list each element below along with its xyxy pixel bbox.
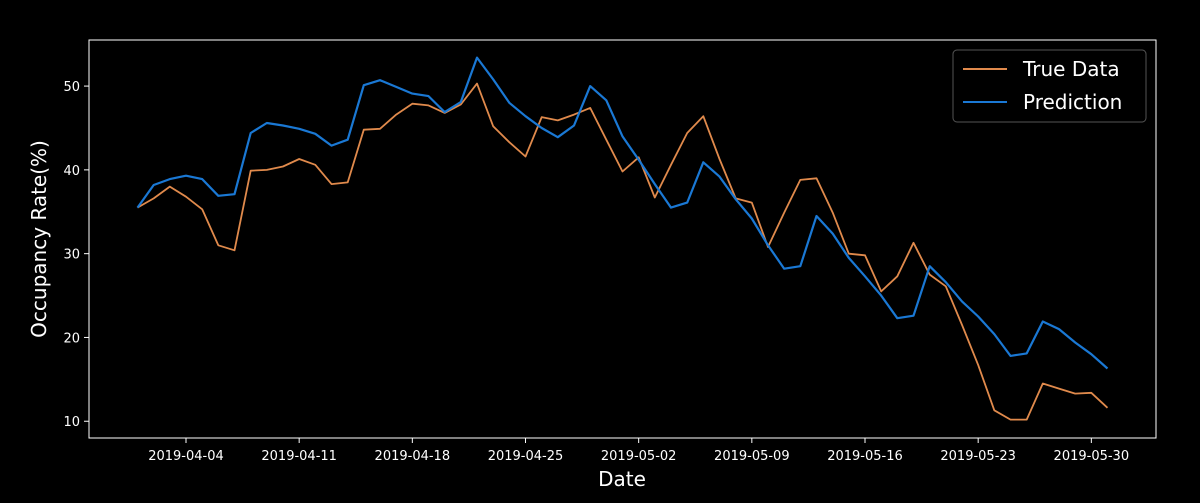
series-line-prediction <box>136 56 1109 370</box>
x-tick-label: 2019-04-18 <box>375 449 451 464</box>
y-axis-title: Occupancy Rate(%) <box>27 140 51 338</box>
y-tick-label: 50 <box>63 80 80 95</box>
x-tick-label: 2019-05-02 <box>601 449 677 464</box>
x-tick-label: 2019-05-30 <box>1054 449 1130 464</box>
x-tick-label: 2019-04-25 <box>488 449 564 464</box>
x-axis: 2019-04-04 2019-04-11 2019-04-18 2019-04-25… <box>148 438 1129 464</box>
x-axis-title: Date <box>598 467 646 491</box>
y-tick-label: 20 <box>63 331 80 346</box>
x-tick-label: 2019-05-09 <box>714 449 790 464</box>
x-tick-label: 2019-05-23 <box>940 449 1016 464</box>
y-tick-label: 10 <box>63 415 80 430</box>
y-axis: 10 20 30 40 50 <box>63 80 89 430</box>
y-tick-label: 30 <box>63 248 80 263</box>
series-line-true-data <box>137 82 1109 421</box>
x-tick-label: 2019-04-04 <box>148 449 224 464</box>
legend: True Data Prediction <box>952 49 1147 123</box>
x-tick-label: 2019-05-16 <box>827 449 903 464</box>
legend-label-prediction: Prediction <box>1023 90 1122 114</box>
series-layer <box>136 56 1109 421</box>
x-tick-label: 2019-04-11 <box>261 449 337 464</box>
y-tick-label: 40 <box>63 164 80 179</box>
legend-label-true-data: True Data <box>1022 57 1120 81</box>
